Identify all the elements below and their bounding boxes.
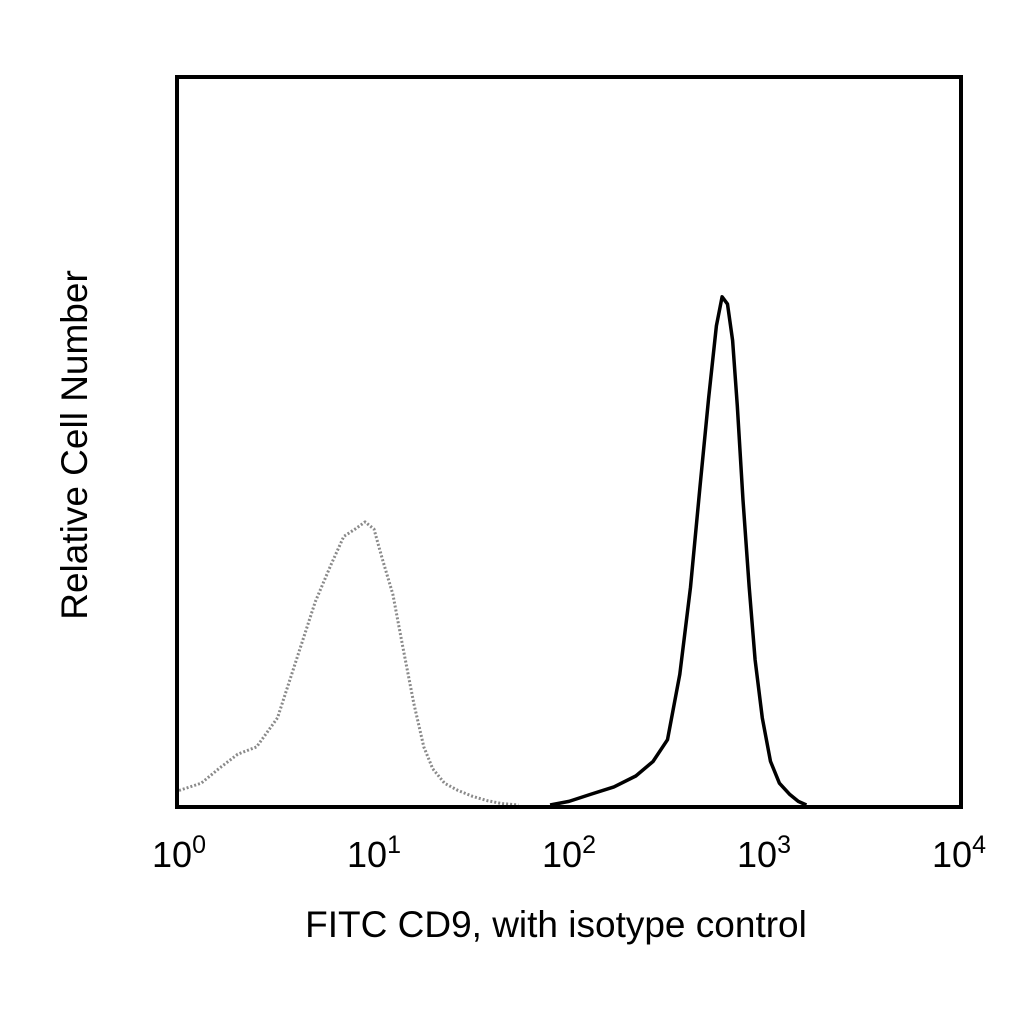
x-tick-label-3: 103 (737, 831, 791, 875)
plot-lines (178, 295, 808, 807)
series-line-2 (549, 295, 808, 807)
x-tick-label-2: 102 (542, 831, 596, 875)
x-axis-label: FITC CD9, with isotype control (305, 904, 807, 945)
x-tick-label-0: 100 (152, 831, 206, 875)
plot-frame (175, 75, 963, 809)
x-tick-labels: 100 101 102 103 104 (152, 831, 986, 875)
series-line-1 (178, 520, 519, 807)
x-tick-label-4: 104 (932, 831, 986, 875)
x-tick-label-1: 101 (347, 831, 401, 875)
y-axis-label: Relative Cell Number (54, 270, 95, 620)
